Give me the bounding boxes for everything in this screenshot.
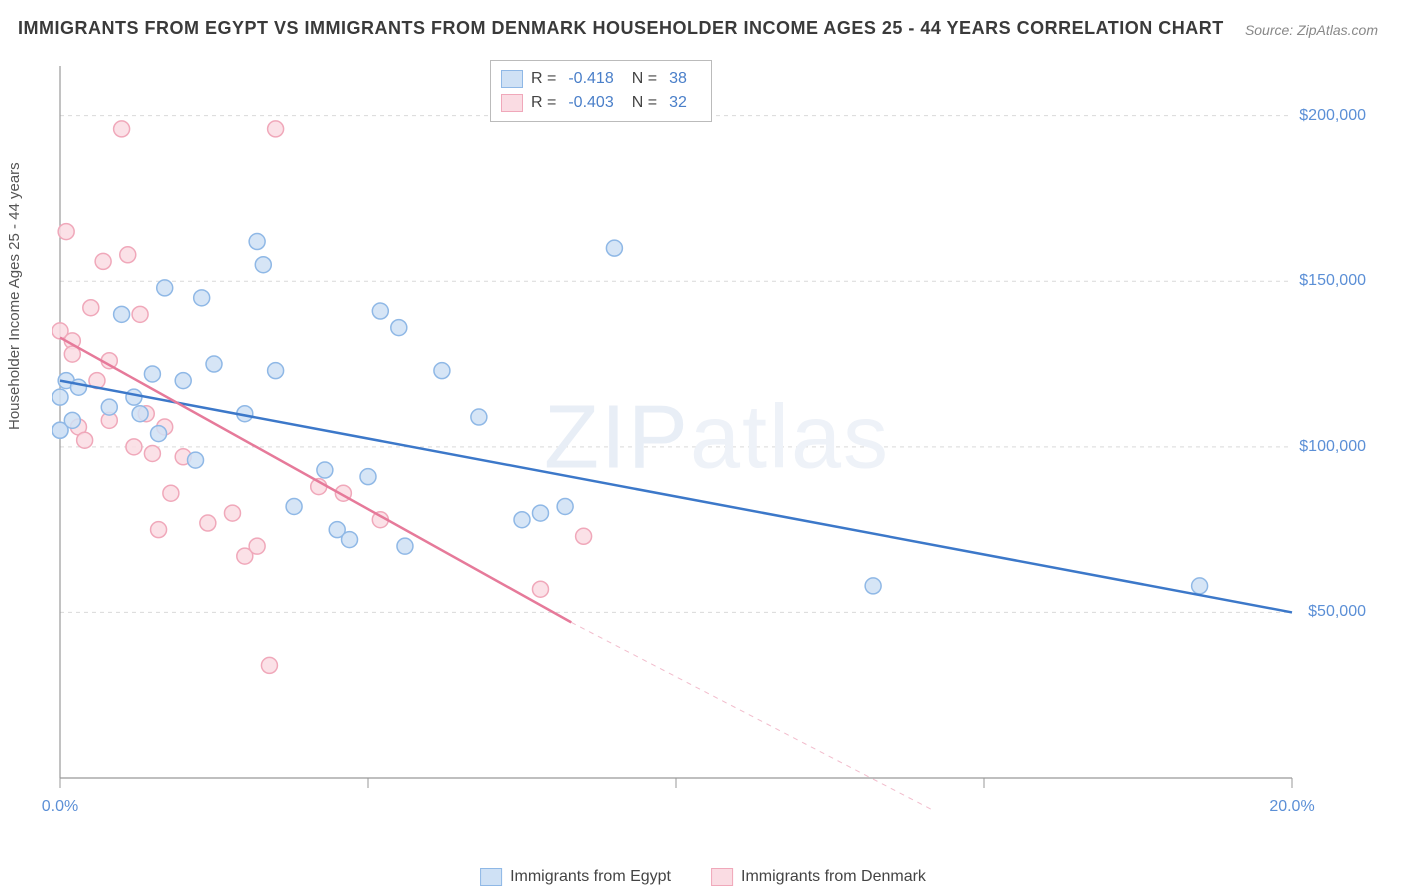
legend-swatch [711, 868, 733, 886]
r-value: -0.403 [568, 91, 613, 115]
scatter-plot [52, 58, 1382, 818]
y-tick-label: $100,000 [1299, 438, 1366, 456]
y-tick-label: $200,000 [1299, 107, 1366, 125]
stats-row: R = -0.403 N = 32 [501, 91, 697, 115]
stats-legend-box: R = -0.418 N = 38 R = -0.403 N = 32 [490, 60, 712, 122]
x-tick-label: 20.0% [1269, 798, 1314, 816]
r-label: R = [531, 91, 556, 115]
legend-item: Immigrants from Egypt [480, 868, 671, 886]
source-label: Source: [1245, 22, 1297, 38]
bottom-legend: Immigrants from Egypt Immigrants from Den… [480, 868, 926, 886]
chart-area: ZIPatlas $50,000$100,000$150,000$200,000… [52, 58, 1382, 818]
r-value: -0.418 [568, 67, 613, 91]
n-value: 32 [669, 91, 687, 115]
x-tick-label: 0.0% [42, 798, 78, 816]
series-swatch [501, 70, 523, 88]
y-tick-label: $150,000 [1299, 272, 1366, 290]
y-tick-label: $50,000 [1308, 603, 1366, 621]
source-value: ZipAtlas.com [1297, 22, 1378, 38]
r-label: R = [531, 67, 556, 91]
legend-label: Immigrants from Denmark [741, 868, 926, 886]
legend-label: Immigrants from Egypt [510, 868, 671, 886]
legend-swatch [480, 868, 502, 886]
n-value: 38 [669, 67, 687, 91]
series-swatch [501, 94, 523, 112]
stats-row: R = -0.418 N = 38 [501, 67, 697, 91]
page-title: IMMIGRANTS FROM EGYPT VS IMMIGRANTS FROM… [18, 18, 1224, 39]
n-label: N = [632, 91, 657, 115]
y-axis-label: Householder Income Ages 25 - 44 years [6, 162, 23, 430]
n-label: N = [632, 67, 657, 91]
source-attribution: Source: ZipAtlas.com [1245, 22, 1378, 38]
legend-item: Immigrants from Denmark [711, 868, 926, 886]
